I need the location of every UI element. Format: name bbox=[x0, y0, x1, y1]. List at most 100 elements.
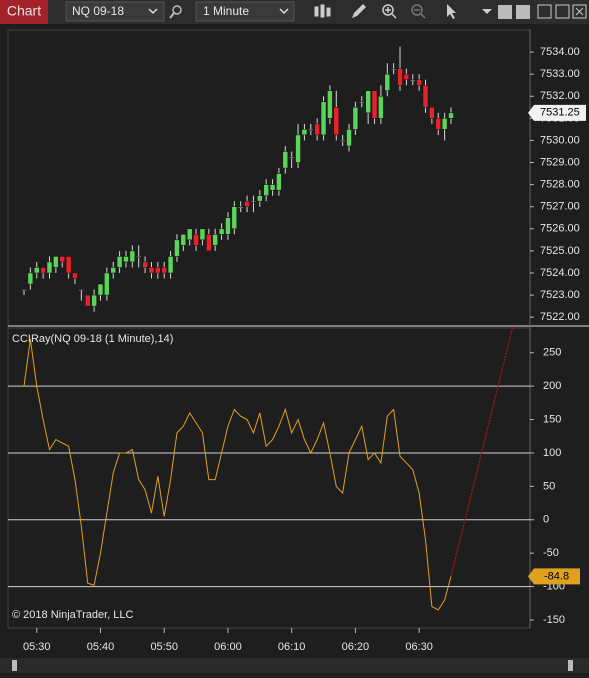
candle-body bbox=[346, 129, 352, 147]
candle-body bbox=[193, 234, 199, 246]
candle-body bbox=[244, 200, 250, 207]
maximize-button[interactable] bbox=[555, 4, 570, 19]
candle-body bbox=[161, 267, 167, 274]
y-tick-label: 200 bbox=[543, 380, 561, 392]
candle-body bbox=[116, 256, 123, 268]
candle-body bbox=[104, 272, 110, 296]
price-marker bbox=[528, 104, 586, 121]
window-button[interactable] bbox=[516, 5, 530, 19]
scrollbar-handle[interactable] bbox=[568, 660, 573, 671]
pointer-icon[interactable] bbox=[447, 4, 456, 19]
candle-body bbox=[448, 112, 454, 119]
candle-body bbox=[314, 123, 320, 136]
candle-body bbox=[21, 289, 27, 291]
zoom-in-mark bbox=[385, 7, 397, 19]
candle-body bbox=[27, 272, 34, 285]
y-tick-label: 250 bbox=[543, 347, 561, 359]
y-tick-label: 7529.00 bbox=[540, 156, 580, 168]
cci-marker-label: -84.8 bbox=[544, 570, 569, 582]
candle-body bbox=[225, 217, 231, 235]
x-tick-label: 06:00 bbox=[214, 641, 242, 653]
draw-icon[interactable] bbox=[352, 4, 366, 18]
candle-body bbox=[110, 267, 116, 274]
y-tick-label: 7533.00 bbox=[540, 68, 580, 80]
indicator-title: CCIRay(NQ 09-18 (1 Minute),14) bbox=[12, 333, 173, 345]
candle-body bbox=[155, 267, 161, 274]
minimize-button[interactable] bbox=[537, 4, 552, 19]
scrollbar-handle[interactable] bbox=[12, 660, 17, 671]
x-tick-label: 06:30 bbox=[405, 641, 433, 653]
candle-body bbox=[65, 256, 72, 274]
candle-body bbox=[59, 256, 65, 263]
candle-body bbox=[142, 261, 148, 268]
zoom-in-icon[interactable] bbox=[382, 4, 394, 16]
bar-type-icon[interactable] bbox=[314, 4, 331, 18]
y-tick-label: 100 bbox=[543, 447, 561, 459]
candle-body bbox=[231, 206, 238, 230]
menu-arrow[interactable] bbox=[482, 9, 492, 14]
instrument-label: NQ 09-18 bbox=[72, 4, 124, 18]
zoom-out-icon[interactable] bbox=[411, 4, 423, 16]
candle-body bbox=[308, 129, 314, 131]
candle-body bbox=[180, 234, 187, 246]
candle-body bbox=[352, 107, 359, 130]
candle-body bbox=[123, 256, 129, 263]
interval-label: 1 Minute bbox=[203, 4, 249, 18]
chart-tab-label: Chart bbox=[7, 3, 41, 19]
candle-body bbox=[390, 68, 397, 70]
x-tick-label: 05:30 bbox=[23, 641, 51, 653]
candle-body bbox=[84, 294, 91, 307]
candle-body bbox=[237, 206, 244, 208]
y-tick-label: -50 bbox=[543, 547, 559, 559]
x-tick-label: 06:10 bbox=[278, 641, 306, 653]
y-tick-label: 7530.00 bbox=[540, 134, 580, 146]
candle-body bbox=[206, 234, 212, 252]
candle-body bbox=[250, 200, 257, 203]
candle-body bbox=[422, 84, 429, 108]
y-tick-label: 7526.00 bbox=[540, 223, 580, 235]
chart-tab[interactable] bbox=[0, 0, 48, 24]
y-tick-label: 7522.00 bbox=[540, 311, 580, 323]
close-x bbox=[575, 7, 584, 16]
candle-body bbox=[416, 79, 422, 86]
x-tick-label: 05:40 bbox=[87, 641, 115, 653]
search-icon[interactable] bbox=[172, 5, 182, 15]
cci-line bbox=[23, 339, 452, 611]
dropdown-arrow bbox=[279, 8, 289, 15]
indicator-panel bbox=[7, 327, 531, 629]
candle-body bbox=[135, 256, 142, 258]
candle-body bbox=[365, 90, 371, 114]
candle-body bbox=[429, 107, 435, 119]
y-tick-label: 7532.00 bbox=[540, 90, 580, 102]
close-button[interactable] bbox=[572, 4, 587, 19]
candle-body bbox=[218, 228, 225, 235]
y-tick-label: 7523.00 bbox=[540, 289, 580, 301]
candle-body bbox=[282, 151, 289, 169]
candle-body bbox=[295, 134, 301, 163]
candle-body bbox=[441, 118, 448, 130]
candle-body bbox=[72, 272, 78, 279]
candle-body bbox=[339, 140, 346, 142]
price-panel bbox=[7, 29, 531, 327]
window-button[interactable] bbox=[498, 5, 512, 19]
scrollbar[interactable] bbox=[0, 658, 589, 673]
candle-body bbox=[403, 73, 410, 80]
interval-select[interactable] bbox=[195, 1, 295, 22]
y-tick-label: -150 bbox=[543, 614, 565, 626]
candle-body bbox=[410, 79, 416, 81]
candle-body bbox=[33, 267, 40, 274]
candle-body bbox=[129, 250, 136, 263]
candle-body bbox=[378, 96, 384, 119]
zoom-out-mark bbox=[414, 9, 426, 19]
candle-body bbox=[333, 107, 340, 136]
candle-body bbox=[384, 73, 391, 91]
candle-body bbox=[257, 195, 263, 202]
candle-body bbox=[212, 234, 218, 246]
y-tick-label: 150 bbox=[543, 413, 561, 425]
instrument-select[interactable] bbox=[65, 1, 165, 22]
candle-body bbox=[167, 256, 174, 274]
candle-body bbox=[46, 261, 53, 274]
candle-body bbox=[199, 228, 206, 241]
